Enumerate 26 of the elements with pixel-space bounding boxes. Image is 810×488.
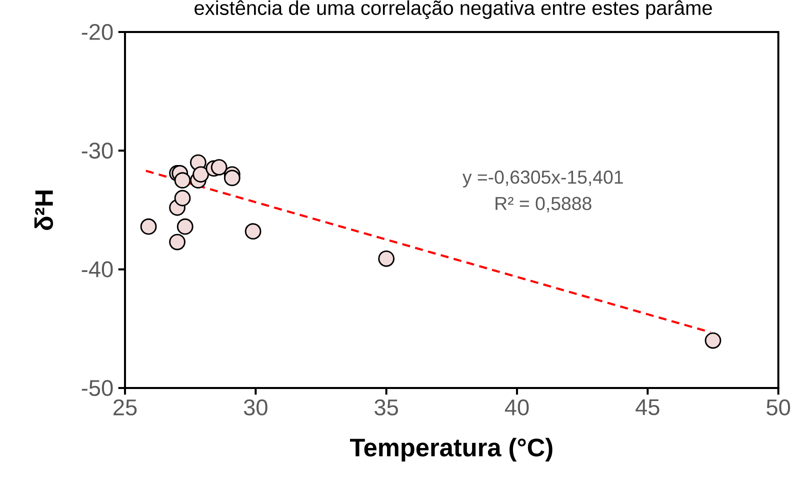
annotation: y =-0,6305x-15,401 (462, 170, 623, 188)
point (244, 223, 262, 240)
text: existência de uma correlação negativa entre estes parâme (194, 0, 712, 20)
x-tick-label: 30 (244, 399, 268, 416)
point (192, 166, 209, 183)
x-tick-label: 25 (114, 399, 137, 416)
x-tick-label: 45 (636, 399, 660, 416)
y-tick-label: -30 (82, 142, 113, 159)
annotation: R² = 0,5888 (496, 196, 592, 212)
point (140, 218, 157, 235)
y-tick-label: -20 (82, 24, 113, 40)
point (169, 234, 186, 250)
x-tick-label: 40 (504, 399, 529, 416)
x-tick-label: 50 (766, 399, 790, 416)
y-tick-label: -40 (82, 261, 113, 278)
x-tick-label: 35 (374, 399, 398, 416)
point (176, 218, 194, 235)
y-axis-title: δ²H (34, 190, 54, 230)
point (224, 170, 240, 186)
point (378, 250, 395, 267)
point (704, 332, 722, 349)
x-axis-title: Temperatura (°C) (350, 438, 552, 462)
point (174, 172, 191, 189)
y-tick-label: -50 (82, 380, 113, 396)
point (174, 190, 191, 206)
point (210, 159, 228, 176)
